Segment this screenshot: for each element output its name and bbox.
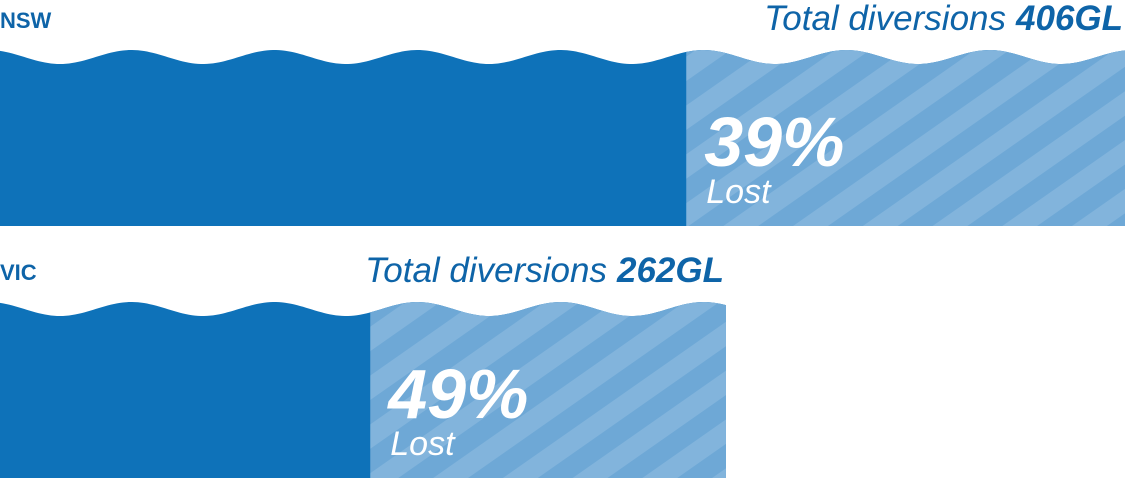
category-label: VIC xyxy=(0,260,37,285)
total-text: Total diversions xyxy=(365,251,607,290)
total-label: Total diversions 406GL xyxy=(764,0,1123,38)
lost-bar xyxy=(686,50,1125,226)
lost-percent: 39% xyxy=(704,103,844,181)
total-value: 262GL xyxy=(616,251,724,290)
lost-percent: 49% xyxy=(386,355,528,433)
total-text: Total diversions xyxy=(764,0,1006,38)
lost-label: Lost xyxy=(390,425,456,463)
total-value: 406GL xyxy=(1015,0,1123,38)
lost-label: Lost xyxy=(706,173,772,211)
category-label: NSW xyxy=(0,8,52,33)
total-label: Total diversions 262GL xyxy=(365,251,724,290)
lost-bar xyxy=(370,302,726,478)
